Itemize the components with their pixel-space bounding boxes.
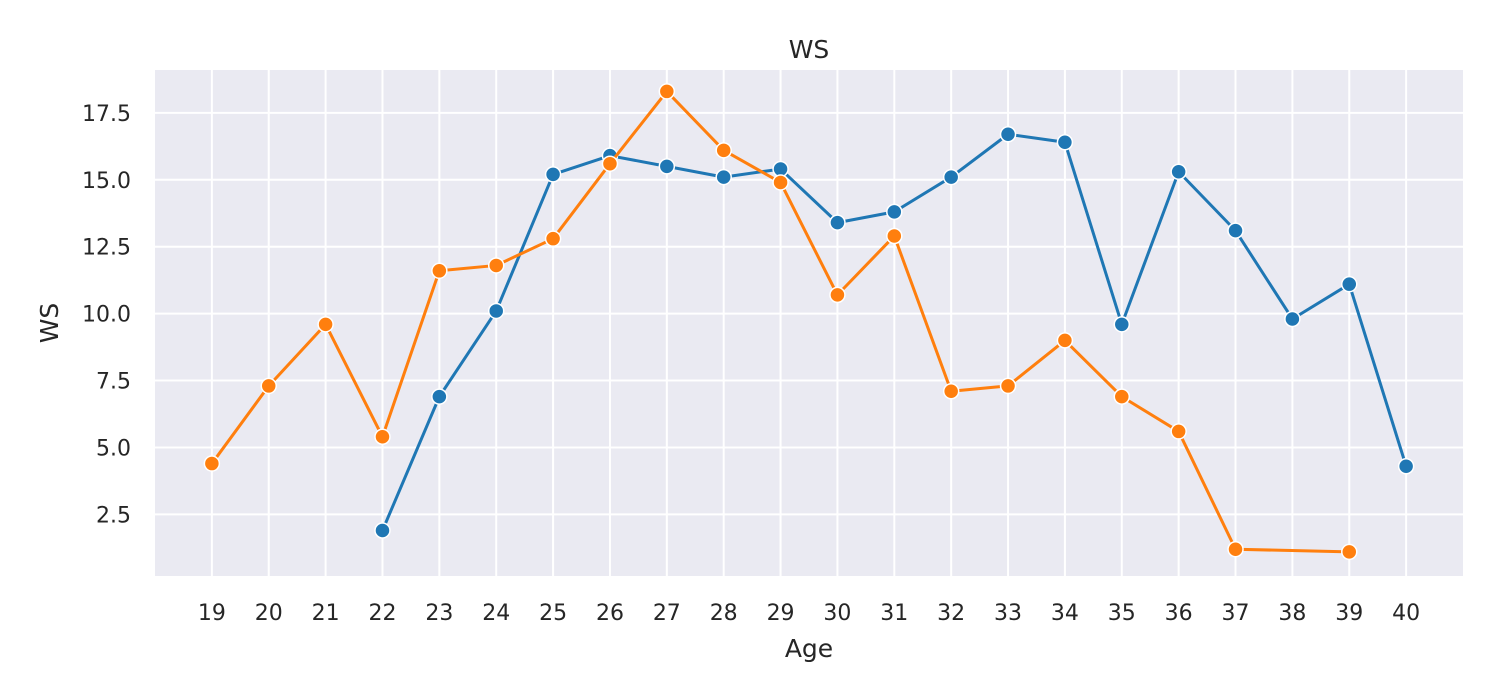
x-tick-label: 31 [880,601,908,626]
x-tick-label: 29 [767,601,795,626]
x-tick-label: 21 [312,601,340,626]
plot-area [155,70,1463,576]
x-tick-label: 40 [1392,601,1420,626]
series-1 [374,126,1415,539]
x-tick-label: 38 [1278,601,1306,626]
data-point [374,522,391,539]
x-tick-label: 34 [1051,601,1079,626]
data-point [658,158,676,175]
data-point [942,383,960,400]
data-point [829,214,846,231]
y-tick-label: 17.5 [82,102,131,127]
y-tick-label: 2.5 [96,503,131,528]
x-axis-title: Age [785,634,833,663]
series-line [210,89,1350,554]
data-point [829,286,846,304]
data-point [431,262,448,280]
data-point [431,388,448,405]
data-point [601,155,619,172]
data-point [487,302,505,320]
data-point [1056,134,1074,151]
x-tick-label: 28 [710,601,738,626]
y-axis-title: WS [35,303,64,344]
x-tick-labels: 19 20 21 22 23 24 25 26 27 28 29 30 31 32 33 34 35 36 37 38… [198,601,1420,626]
data-point [999,377,1017,395]
data-point [658,83,676,100]
data-point [886,227,903,245]
y-tick-label: 15.0 [82,169,131,194]
x-tick-label: 23 [425,601,453,626]
data-point [1397,457,1415,475]
x-tick-label: 32 [937,601,965,626]
data-point [1227,222,1244,239]
x-tick-label: 25 [539,601,567,626]
data-point [1113,388,1131,405]
y-tick-label: 7.5 [96,370,131,395]
data-point [544,230,562,247]
x-tick-label: 30 [823,601,851,626]
data-point [1170,163,1187,180]
y-tick-labels: 2.5 5.0 7.5 10.0 12.5 15.0 17.5 [82,102,131,529]
y-tick-label: 5.0 [96,436,131,461]
data-point [260,377,277,395]
x-tick-label: 22 [368,601,396,626]
chart-title: WS [789,35,830,64]
data-point [374,428,391,446]
data-point [715,142,732,159]
x-tick-label: 20 [255,601,283,626]
series-layer [203,83,1415,561]
data-point [1284,310,1301,328]
y-tick-label: 10.0 [82,303,131,328]
data-point [544,166,562,183]
x-tick-label: 26 [596,601,624,626]
y-tick-label: 12.5 [82,236,131,261]
data-point [317,316,334,333]
x-tick-label: 39 [1335,601,1363,626]
data-point [772,174,789,191]
data-point [715,168,732,186]
x-tick-label: 24 [482,601,510,626]
x-tick-label: 27 [653,601,681,626]
x-tick-label: 35 [1108,601,1136,626]
data-point [1227,540,1244,558]
data-point [1341,275,1358,293]
grid-lines [155,70,1463,576]
data-point [1113,316,1131,333]
data-point [1170,423,1187,440]
data-point [942,168,960,186]
x-tick-label: 33 [994,601,1022,626]
series-2 [203,83,1358,561]
x-tick-label: 19 [198,601,226,626]
data-point [203,455,221,472]
x-tick-label: 37 [1222,601,1250,626]
data-point [886,203,903,221]
data-point [999,126,1017,143]
data-point [487,257,505,274]
x-tick-label: 36 [1165,601,1193,626]
data-point [1056,332,1074,349]
data-point [1341,543,1358,561]
